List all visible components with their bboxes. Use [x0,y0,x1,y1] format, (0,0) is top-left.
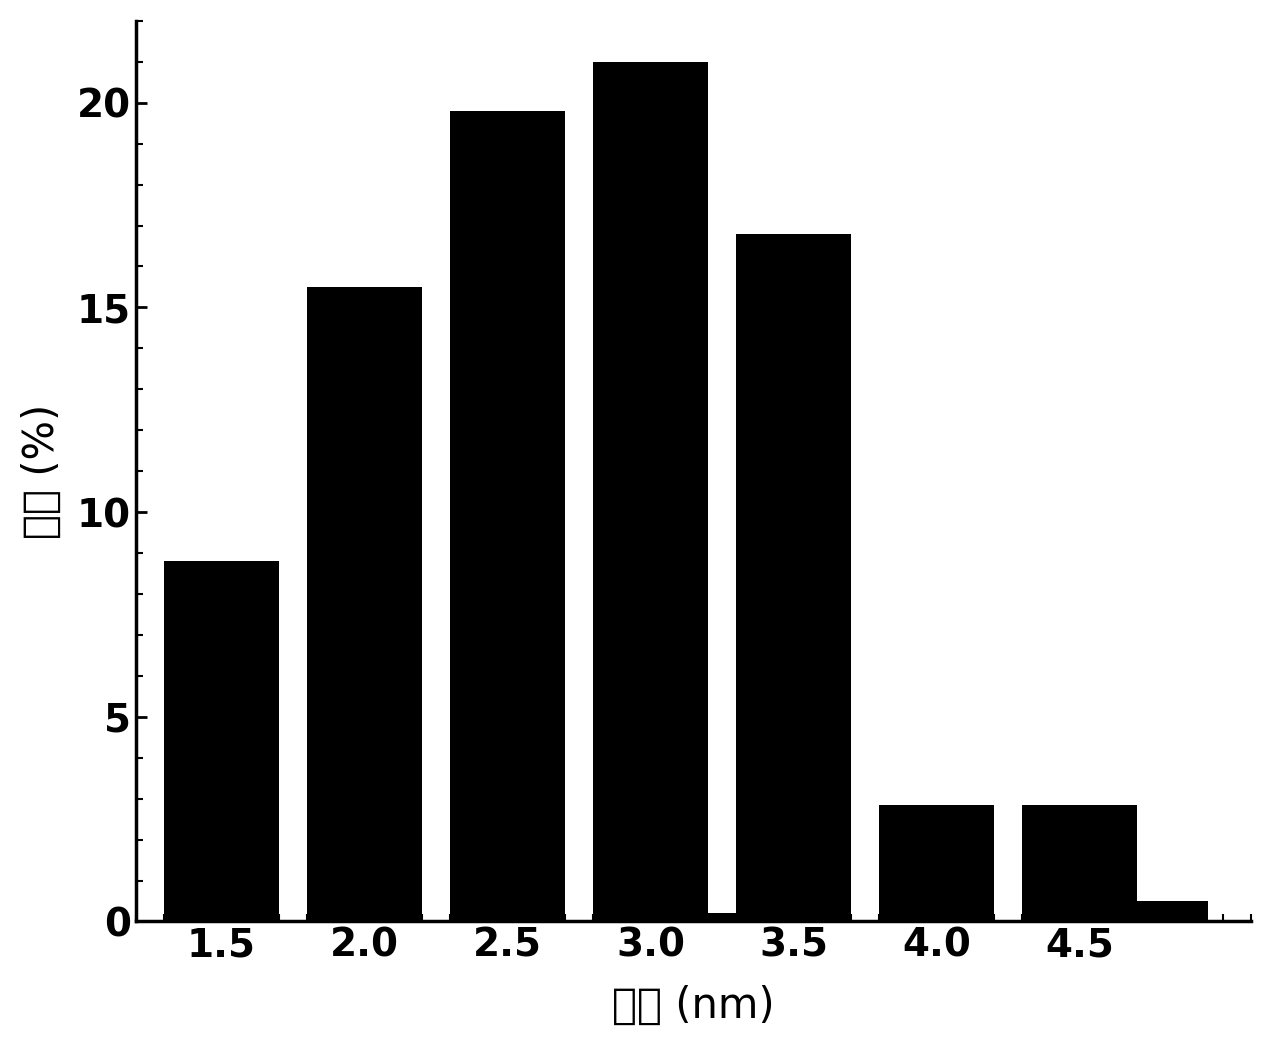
Bar [164,562,279,921]
Bar [1023,805,1137,921]
X-axis label: 尺寸 (nm): 尺寸 (nm) [612,985,775,1027]
Bar [593,62,707,921]
Bar [736,234,851,921]
Bar [308,287,422,921]
Bar [450,111,565,921]
Y-axis label: 分数 (%): 分数 (%) [20,403,62,539]
Bar [879,805,993,921]
Bar [1094,901,1208,921]
Bar [665,913,780,921]
